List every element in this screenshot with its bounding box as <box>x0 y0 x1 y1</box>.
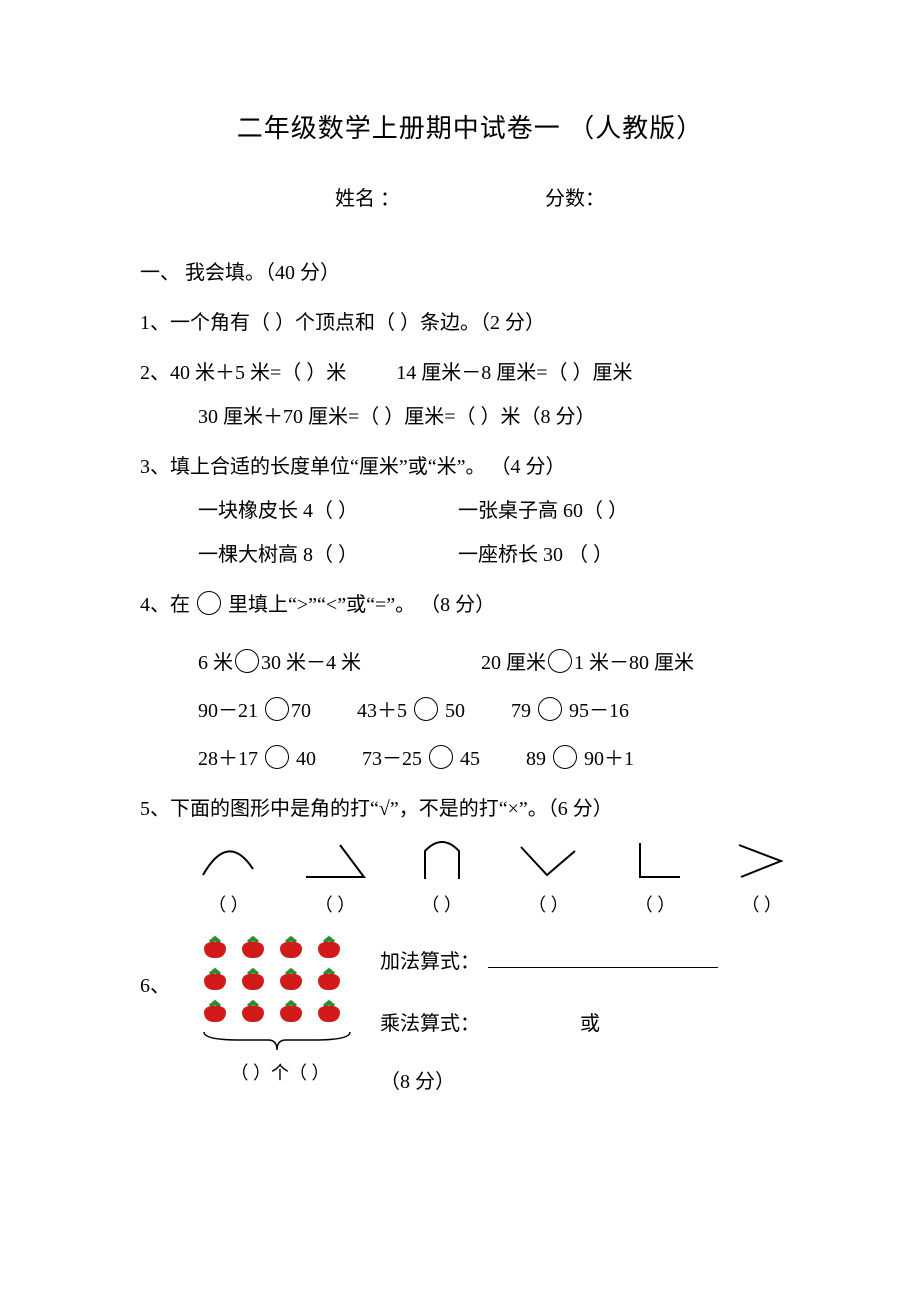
paren: （ ） <box>510 886 587 926</box>
q6-points: （8 分） <box>380 1060 800 1104</box>
strawberry-icon <box>314 998 346 1024</box>
q2-line1b: 14 厘米－8 厘米=（ ）厘米 <box>396 351 632 395</box>
q4-r1a-pre: 6 米 <box>198 652 233 674</box>
q4-r2c-pre: 79 <box>511 700 536 722</box>
strawberries-figure: （ ）个（ ） <box>200 934 360 1094</box>
q4-head-pre: 4、在 <box>140 594 195 616</box>
q4-r2b-post: 50 <box>440 700 465 722</box>
q3-head: 3、填上合适的长度单位“厘米”或“米”。 （4 分） <box>140 445 800 489</box>
circle-icon <box>548 649 572 673</box>
strawberry-icon <box>314 966 346 992</box>
question-6: 6、 （ ）个（ ） 加法算式： 乘法算式： 或 （8 分） <box>140 934 800 1104</box>
question-1: 1、一个角有（ ）个顶点和（ ）条边。（2 分） <box>140 301 800 345</box>
q3-c: 一棵大树高 8（ ） <box>198 533 458 577</box>
strawberry-icon <box>200 934 232 960</box>
q3-a: 一块橡皮长 4（ ） <box>198 489 458 533</box>
strawberry-icon <box>238 934 270 960</box>
paren: （ ） <box>297 886 374 926</box>
q4-r2c-post: 95－16 <box>564 700 629 722</box>
shape-3: （ ） <box>403 837 480 926</box>
paren: （ ） <box>617 886 694 926</box>
q4-r1a-post: 30 米－4 米 <box>261 652 361 674</box>
paren: （ ） <box>190 886 267 926</box>
paren: （ ） <box>403 886 480 926</box>
shape-6: （ ） <box>723 837 800 926</box>
circle-icon <box>265 745 289 769</box>
strawberry-icon <box>238 966 270 992</box>
q4-r3c-pre: 89 <box>526 748 551 770</box>
q6-add-label: 加法算式： <box>380 940 480 984</box>
q2-line1a: 2、40 米＋5 米=（ ）米 <box>140 351 346 395</box>
strawberry-icon <box>200 998 232 1024</box>
q4-r1b-pre: 20 厘米 <box>481 652 546 674</box>
q4-r3c-post: 90＋1 <box>579 748 634 770</box>
paren: （ ） <box>723 886 800 926</box>
strawberry-icon <box>276 966 308 992</box>
circle-icon <box>553 745 577 769</box>
circle-icon <box>197 591 221 615</box>
q5-head: 5、下面的图形中是角的打“√”，不是的打“×”。（6 分） <box>140 787 800 831</box>
q6-add-blank <box>488 945 718 968</box>
q6-label: 6、 <box>140 934 180 1008</box>
meta-row: 姓名 ： 分数： <box>140 177 800 221</box>
shape-5: （ ） <box>617 837 694 926</box>
shape-1: （ ） <box>190 837 267 926</box>
q3-b: 一张桌子高 60（ ） <box>458 489 628 533</box>
shape-4: （ ） <box>510 837 587 926</box>
circle-icon <box>235 649 259 673</box>
q4-r3a-post: 40 <box>291 748 316 770</box>
circle-icon <box>265 697 289 721</box>
q4-r2a-post: 70 <box>291 700 311 722</box>
q4-r3b-post: 45 <box>455 748 480 770</box>
circle-icon <box>414 697 438 721</box>
name-label: 姓名 ： <box>335 177 400 221</box>
q4-r3a-pre: 28＋17 <box>198 748 263 770</box>
q3-d: 一座桥长 30 （ ） <box>458 533 613 577</box>
question-5: 5、下面的图形中是角的打“√”，不是的打“×”。（6 分） （ ） （ ） （ … <box>140 787 800 926</box>
q6-mul-label: 乘法算式： <box>380 1002 480 1046</box>
section-1-heading: 一、 我会填。（40 分） <box>140 251 800 295</box>
q4-r2b-pre: 43＋5 <box>357 700 412 722</box>
shape-2: （ ） <box>297 837 374 926</box>
q2-line2: 30 厘米＋70 厘米=（ ）厘米=（ ）米（8 分） <box>140 395 800 439</box>
q6-or-label: 或 <box>580 1002 600 1046</box>
strawberry-icon <box>314 934 346 960</box>
q4-r1b-post: 1 米－80 厘米 <box>574 652 694 674</box>
q4-r3b-pre: 73－25 <box>362 748 427 770</box>
question-3: 3、填上合适的长度单位“厘米”或“米”。 （4 分） 一块橡皮长 4（ ） 一张… <box>140 445 800 577</box>
q6-berry-caption: （ ）个（ ） <box>200 1054 360 1094</box>
brace-icon <box>200 1030 354 1052</box>
q4-head-post: 里填上“>”“<”或“=”。 （8 分） <box>223 594 495 616</box>
page-title: 二年级数学上册期中试卷一 （人教版） <box>140 100 800 157</box>
score-label: 分数： <box>545 177 605 221</box>
strawberry-icon <box>276 934 308 960</box>
q4-r2a-pre: 90－21 <box>198 700 263 722</box>
strawberry-icon <box>238 998 270 1024</box>
strawberry-icon <box>200 966 232 992</box>
question-4: 4、在 里填上“>”“<”或“=”。 （8 分） 6 米 30 米－4 米 20 … <box>140 583 800 781</box>
circle-icon <box>429 745 453 769</box>
circle-icon <box>538 697 562 721</box>
strawberry-icon <box>276 998 308 1024</box>
question-2: 2、40 米＋5 米=（ ）米 14 厘米－8 厘米=（ ）厘米 30 厘米＋7… <box>140 351 800 439</box>
